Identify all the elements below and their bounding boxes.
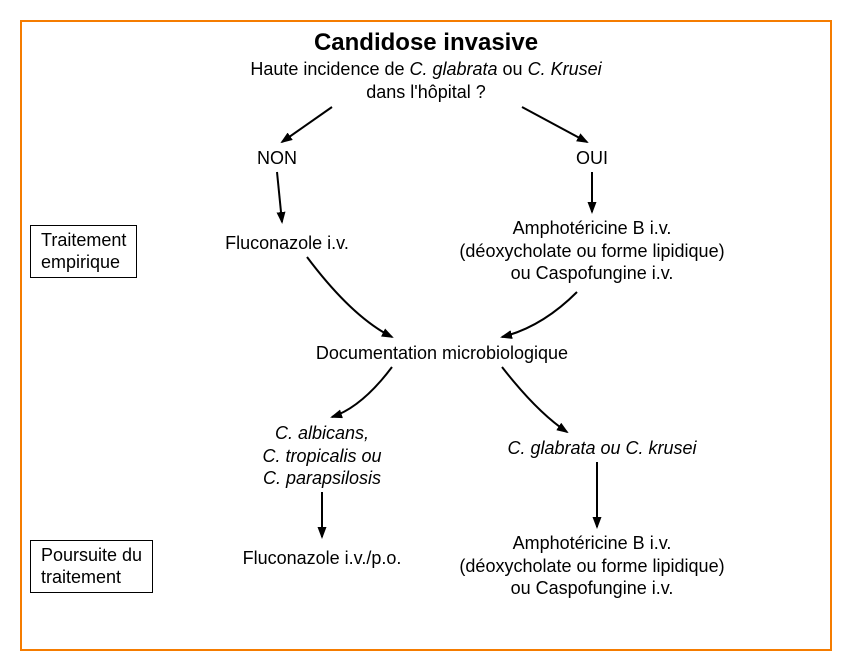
node-fluconazole-iv: Fluconazole i.v. [187, 232, 387, 255]
node-fluconazole-ivpo: Fluconazole i.v./p.o. [212, 547, 432, 570]
side-label-poursuite: Poursuite du traitement [30, 540, 153, 593]
node-amphotericine-2: Amphotéricine B i.v. (déoxycholate ou fo… [422, 532, 762, 600]
side-label-empirique: Traitement empirique [30, 225, 137, 278]
subtitle-line1: Haute incidence de C. glabrata ou C. Kru… [250, 59, 601, 79]
diagram-subtitle: Haute incidence de C. glabrata ou C. Kru… [176, 58, 676, 103]
diagram-frame: Candidose invasive Haute incidence de C.… [20, 20, 832, 651]
subtitle-line2: dans l'hôpital ? [366, 82, 486, 102]
node-oui: OUI [562, 147, 622, 170]
node-species-left: C. albicans, C. tropicalis ou C. parapsi… [212, 422, 432, 490]
node-species-right: C. glabrata ou C. krusei [482, 437, 722, 460]
node-non: NON [247, 147, 307, 170]
node-documentation: Documentation microbiologique [272, 342, 612, 365]
node-amphotericine-1: Amphotéricine B i.v. (déoxycholate ou fo… [422, 217, 762, 285]
diagram-title: Candidose invasive [226, 28, 626, 58]
